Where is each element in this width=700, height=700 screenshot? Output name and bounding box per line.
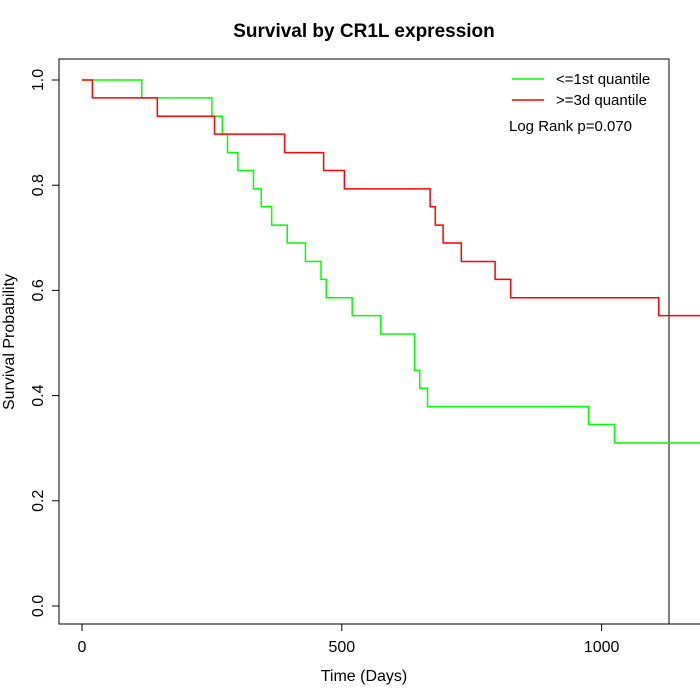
legend: <=1st quantile >=3d quantile Log Rank p=…: [509, 71, 650, 135]
series-layer: [82, 79, 700, 444]
x-axis: 0500100015002000: [78, 623, 700, 656]
y-tick-label: 0.0: [30, 595, 47, 617]
chart-title: Survival by CR1L expression: [233, 21, 495, 42]
log-rank-annotation: Log Rank p=0.070: [509, 118, 632, 135]
y-tick-label: 0.2: [30, 490, 47, 512]
y-axis: 0.0 0.2 0.4 0.6 0.8 1.0: [30, 69, 60, 617]
legend-label-high: >=3d quantile: [556, 92, 647, 109]
x-tick-label: 0: [78, 639, 87, 656]
y-tick-label: 0.6: [30, 279, 47, 301]
y-tick-label: 0.8: [30, 174, 47, 196]
plot-frame: [58, 58, 670, 625]
y-tick-label: 0.4: [30, 384, 47, 406]
x-axis-label: Time (Days): [321, 668, 408, 685]
x-tick-label: 1000: [584, 639, 620, 656]
y-axis-label: Survival Probability: [1, 274, 18, 410]
x-tick-label: 500: [328, 639, 355, 656]
legend-label-low: <=1st quantile: [556, 71, 650, 88]
y-tick-label: 1.0: [30, 69, 47, 91]
series-line-high-quantile: [82, 79, 700, 317]
